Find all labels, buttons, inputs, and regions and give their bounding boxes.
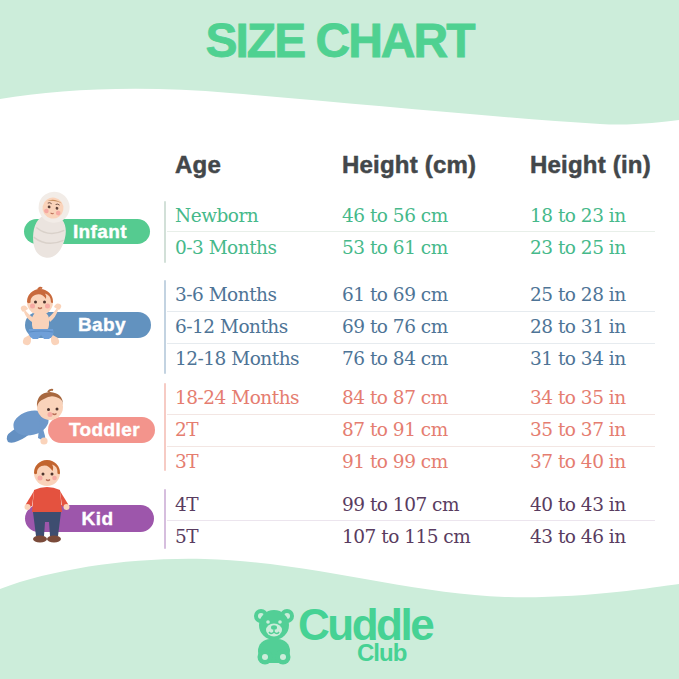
- age-cell: 0-3 Months: [175, 233, 277, 263]
- height-in-cell: 37 to 40 in: [530, 447, 626, 477]
- height-in-cell: 34 to 35 in: [530, 383, 626, 413]
- size-chart-page: SIZE CHART Age Height (cm) Height (in) N…: [0, 0, 679, 679]
- height-cm-cell: 91 to 99 cm: [342, 447, 448, 477]
- kid-illustration: [22, 456, 72, 548]
- height-cm-cell: 69 to 76 cm: [342, 312, 448, 342]
- teddy-bear-logo-icon: [250, 606, 298, 666]
- age-cell: 6-12 Months: [175, 312, 288, 342]
- table-row: 4T 99 to 107 cm 40 to 43 in: [167, 490, 672, 520]
- height-in-cell: 40 to 43 in: [530, 490, 626, 520]
- table-row: 2T 87 to 91 cm 35 to 37 in: [167, 415, 672, 445]
- age-cell: 4T: [175, 490, 198, 520]
- height-in-cell: 31 to 34 in: [530, 344, 626, 374]
- age-cell: 2T: [175, 415, 198, 445]
- height-cm-cell: 53 to 61 cm: [342, 233, 448, 263]
- brand-sub-name: Club: [357, 639, 406, 667]
- height-cm-cell: 76 to 84 cm: [342, 344, 448, 374]
- group-divider-baby: [164, 280, 166, 374]
- height-in-cell: 25 to 28 in: [530, 280, 626, 310]
- age-cell: 5T: [175, 522, 198, 552]
- row-separator: [167, 520, 655, 521]
- table-row: 0-3 Months 53 to 61 cm 23 to 25 in: [167, 233, 672, 263]
- toddler-illustration: [4, 386, 66, 450]
- baby-illustration: [16, 286, 66, 358]
- height-cm-cell: 107 to 115 cm: [342, 522, 470, 552]
- height-in-cell: 23 to 25 in: [530, 233, 626, 263]
- age-cell: 3-6 Months: [175, 280, 277, 310]
- column-header-age: Age: [175, 151, 221, 179]
- table-row: 12-18 Months 76 to 84 cm 31 to 34 in: [167, 344, 672, 374]
- table-row: Newborn 46 to 56 cm 18 to 23 in: [167, 201, 672, 231]
- height-in-cell: 43 to 46 in: [530, 522, 626, 552]
- age-cell: 18-24 Months: [175, 383, 299, 413]
- row-separator: [167, 231, 655, 232]
- group-divider-infant: [164, 201, 166, 263]
- pill-label: Baby: [78, 314, 126, 336]
- height-in-cell: 28 to 31 in: [530, 312, 626, 342]
- height-cm-cell: 61 to 69 cm: [342, 280, 448, 310]
- height-cm-cell: 87 to 91 cm: [342, 415, 448, 445]
- pill-label: Infant: [73, 221, 127, 243]
- table-row: 18-24 Months 84 to 87 cm 34 to 35 in: [167, 383, 672, 413]
- table-row: 6-12 Months 69 to 76 cm 28 to 31 in: [167, 312, 672, 342]
- height-in-cell: 18 to 23 in: [530, 201, 626, 231]
- column-header-height-in: Height (in): [530, 151, 651, 179]
- infant-illustration: [24, 188, 78, 262]
- group-divider-toddler: [164, 383, 166, 471]
- table-row: 3T 91 to 99 cm 37 to 40 in: [167, 447, 672, 477]
- age-cell: 3T: [175, 447, 198, 477]
- height-in-cell: 35 to 37 in: [530, 415, 626, 445]
- column-header-height-cm: Height (cm): [342, 151, 476, 179]
- table-row: 3-6 Months 61 to 69 cm 25 to 28 in: [167, 280, 672, 310]
- pill-label: Toddler: [69, 419, 140, 441]
- age-cell: Newborn: [175, 201, 258, 231]
- height-cm-cell: 84 to 87 cm: [342, 383, 448, 413]
- height-cm-cell: 99 to 107 cm: [342, 490, 459, 520]
- pill-label: Kid: [82, 508, 114, 530]
- group-divider-kid: [164, 489, 166, 549]
- height-cm-cell: 46 to 56 cm: [342, 201, 448, 231]
- age-cell: 12-18 Months: [175, 344, 299, 374]
- page-title: SIZE CHART: [0, 13, 679, 68]
- table-row: 5T 107 to 115 cm 43 to 46 in: [167, 522, 672, 552]
